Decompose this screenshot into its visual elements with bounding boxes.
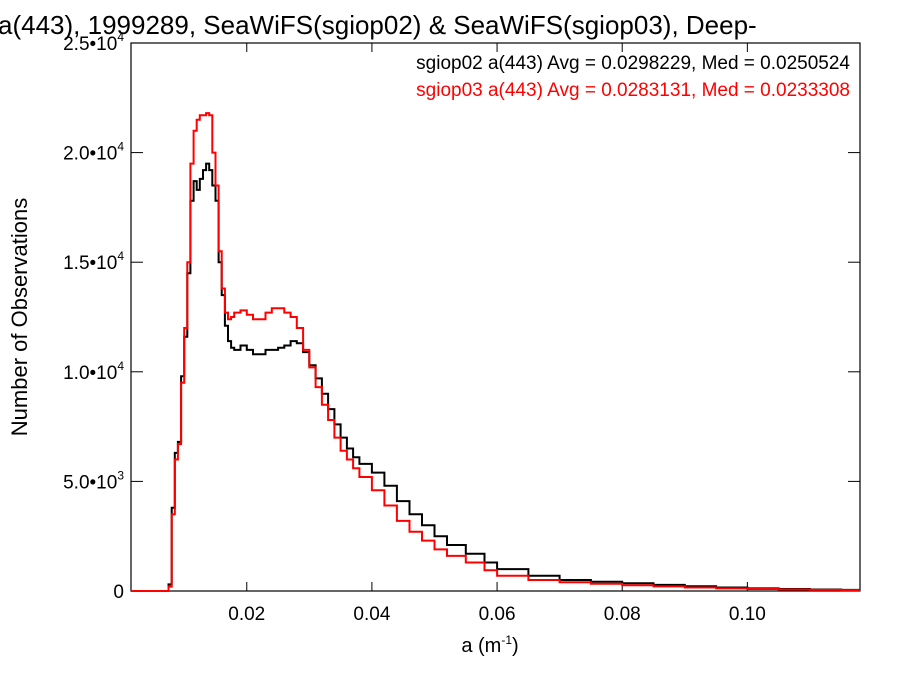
y-tick-label-base: 0 — [113, 582, 124, 603]
x-tick-label: 0.08 — [604, 604, 641, 625]
series-line-sgiop02 — [131, 162, 860, 592]
x-tick-label: 0.10 — [729, 604, 766, 625]
y-tick-label: 1.0•104 — [63, 359, 124, 384]
y-tick-label-exp: 4 — [117, 359, 124, 373]
x-axis: 0.02 0.04 0.06 0.08 0.10 — [228, 43, 766, 625]
y-tick-label-base: 1.0•10 — [63, 363, 117, 384]
y-tick-label-base: 1.5•10 — [63, 253, 117, 274]
y-tick-label: 5.0•103 — [63, 468, 124, 493]
y-tick-label-exp: 4 — [117, 249, 124, 263]
y-tick-label: 1.5•104 — [63, 249, 124, 274]
x-axis-label-base: a (m — [461, 635, 501, 657]
y-tick-label: 0 — [113, 582, 124, 603]
plot-frame — [130, 42, 861, 592]
series-line-sgiop03 — [131, 112, 860, 592]
y-tick-label-exp: 4 — [117, 30, 124, 44]
x-tick-label: 0.06 — [479, 604, 516, 625]
x-tick-label: 0.02 — [228, 604, 265, 625]
legend-entry-sgiop02: sgiop02 a(443) Avg = 0.0298229, Med = 0.… — [416, 53, 850, 74]
x-tick-label: 0.04 — [353, 604, 390, 625]
y-axis-label: Number of Observations — [7, 198, 32, 436]
x-axis-label-sup: -1 — [501, 633, 512, 647]
y-tick-label-exp: 4 — [117, 140, 124, 154]
y-tick-label-base: 5.0•10 — [63, 472, 117, 493]
x-axis-label-tail: ) — [512, 635, 519, 657]
y-tick-label: 2.5•104 — [63, 30, 124, 55]
x-axis-label: a (m-1) — [461, 633, 518, 657]
series-layer — [131, 112, 860, 592]
y-tick-label-base: 2.5•10 — [63, 34, 117, 55]
legend-entry-sgiop03: sgiop03 a(443) Avg = 0.0283131, Med = 0.… — [416, 80, 850, 101]
chart-title: a(443), 1999289, SeaWiFS(sgiop02) & SeaW… — [0, 10, 757, 40]
y-tick-label-base: 2.0•10 — [63, 144, 117, 165]
y-tick-label: 2.0•104 — [63, 140, 124, 165]
y-tick-label-exp: 3 — [117, 468, 124, 482]
legend: sgiop02 a(443) Avg = 0.0298229, Med = 0.… — [416, 53, 850, 101]
